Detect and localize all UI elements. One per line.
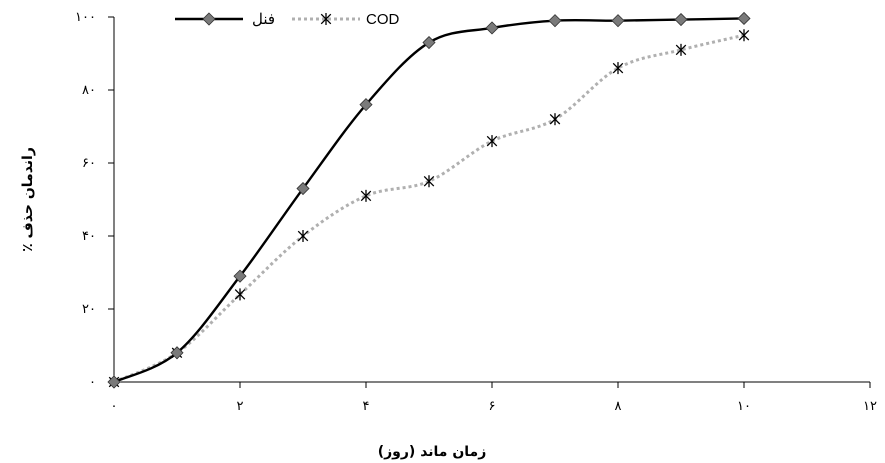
data-point [549, 15, 561, 27]
series-layer [108, 12, 750, 388]
legend-item-1: COD [292, 11, 400, 28]
data-point [613, 62, 623, 74]
legend-marker [203, 13, 215, 25]
y-tick-label: ۱۰۰ [75, 10, 96, 25]
data-point [298, 230, 308, 242]
legend-label: فنل [252, 11, 275, 28]
x-tick-label: ۰ [111, 399, 118, 414]
data-point [612, 15, 624, 27]
legend-label: COD [366, 11, 400, 28]
x-axis-title: زمان ماند (روز) [378, 444, 487, 460]
data-point [738, 12, 750, 24]
series-0 [108, 12, 750, 388]
x-tick-label: ۲ [237, 399, 244, 414]
x-tick-label: ۸ [615, 399, 622, 414]
x-tick-label: ۱۰ [737, 399, 751, 414]
y-tick-label: ۰ [89, 375, 96, 390]
legend-item-0: فنل [175, 11, 275, 28]
data-point [739, 29, 749, 41]
x-tick-label: ۶ [489, 399, 496, 414]
data-point [487, 135, 497, 147]
y-tick-label: ۸۰ [82, 83, 96, 98]
series-line [114, 35, 744, 382]
data-point [423, 37, 435, 49]
data-point [486, 22, 498, 34]
data-point [235, 288, 245, 300]
data-point [550, 113, 560, 125]
axes: ۰ ۲ ۴ ۶ ۸ ۱۰ ۱۲ ۰ ۲۰ ۴۰ ۶۰ ۸۰ ۱۰۰ [75, 10, 877, 414]
series-1 [109, 29, 749, 388]
data-point [675, 14, 687, 26]
y-tick-label: ۲۰ [82, 302, 96, 317]
y-tick-label: ۴۰ [82, 229, 96, 244]
x-tick-label: ۱۲ [863, 399, 877, 414]
y-tick-label: ۶۰ [82, 156, 96, 171]
y-axis-title: راندمان حذف ٪ [20, 147, 36, 252]
legend: فنل COD [175, 11, 400, 28]
x-tick-label: ۴ [363, 399, 370, 414]
